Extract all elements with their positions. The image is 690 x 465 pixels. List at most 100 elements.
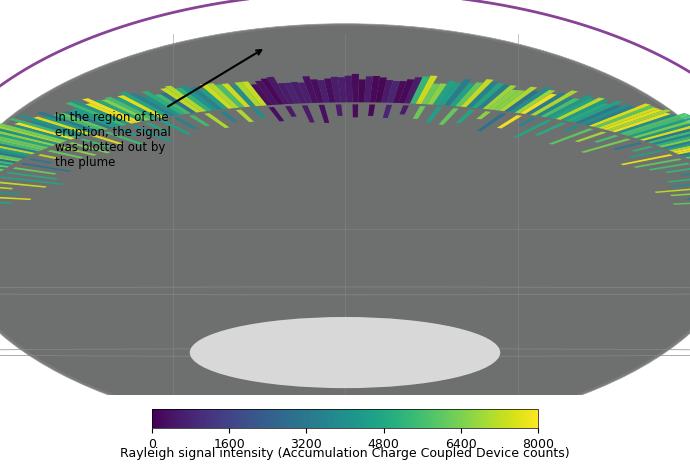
Polygon shape: [0, 161, 2, 173]
Polygon shape: [290, 82, 306, 103]
Polygon shape: [611, 113, 671, 132]
Polygon shape: [580, 104, 631, 125]
Polygon shape: [130, 125, 172, 142]
Polygon shape: [324, 79, 335, 103]
Polygon shape: [682, 141, 690, 157]
Polygon shape: [631, 146, 653, 152]
Polygon shape: [546, 95, 593, 118]
Polygon shape: [260, 79, 284, 105]
Polygon shape: [302, 105, 315, 123]
Polygon shape: [104, 97, 155, 120]
Polygon shape: [285, 106, 297, 117]
Polygon shape: [174, 117, 199, 129]
Polygon shape: [94, 100, 146, 122]
Polygon shape: [298, 82, 313, 103]
Polygon shape: [52, 114, 104, 131]
Polygon shape: [37, 112, 99, 132]
Polygon shape: [199, 89, 228, 109]
Polygon shape: [504, 91, 540, 112]
Polygon shape: [632, 118, 690, 138]
Polygon shape: [65, 102, 126, 126]
Polygon shape: [29, 159, 53, 164]
Polygon shape: [375, 77, 387, 103]
Polygon shape: [101, 99, 150, 121]
Polygon shape: [0, 125, 63, 143]
Polygon shape: [427, 83, 447, 105]
Polygon shape: [593, 135, 619, 143]
Polygon shape: [141, 91, 186, 115]
Polygon shape: [620, 113, 689, 134]
Polygon shape: [589, 103, 651, 126]
Polygon shape: [662, 134, 690, 149]
Ellipse shape: [0, 26, 690, 433]
Polygon shape: [410, 76, 430, 104]
Polygon shape: [0, 159, 7, 169]
Polygon shape: [688, 147, 690, 160]
Polygon shape: [461, 79, 493, 107]
Polygon shape: [398, 79, 414, 103]
Polygon shape: [0, 123, 67, 142]
Polygon shape: [236, 110, 254, 122]
Polygon shape: [345, 76, 353, 102]
Text: Rayleigh signal intensity (Accumulation Charge Coupled Device counts): Rayleigh signal intensity (Accumulation …: [120, 447, 570, 460]
Polygon shape: [0, 128, 56, 146]
Polygon shape: [130, 93, 175, 116]
Polygon shape: [0, 146, 20, 162]
Polygon shape: [584, 106, 636, 126]
Polygon shape: [0, 126, 59, 145]
Polygon shape: [370, 76, 380, 102]
Polygon shape: [671, 181, 690, 187]
Polygon shape: [252, 108, 266, 119]
Polygon shape: [14, 122, 75, 140]
Polygon shape: [513, 120, 552, 138]
Polygon shape: [404, 77, 422, 103]
Polygon shape: [563, 125, 580, 132]
Polygon shape: [368, 105, 375, 116]
Polygon shape: [455, 110, 475, 123]
Polygon shape: [570, 100, 623, 123]
Polygon shape: [426, 107, 442, 123]
Polygon shape: [143, 96, 181, 115]
Text: In the region of the
eruption, the signal
was blotted out by
the plume: In the region of the eruption, the signa…: [55, 50, 262, 169]
Polygon shape: [221, 83, 250, 107]
Polygon shape: [477, 85, 510, 109]
Polygon shape: [633, 159, 682, 168]
Polygon shape: [667, 176, 690, 183]
Polygon shape: [382, 80, 393, 103]
Polygon shape: [658, 131, 690, 147]
Polygon shape: [180, 86, 217, 111]
Polygon shape: [581, 139, 631, 153]
Polygon shape: [29, 121, 83, 137]
Polygon shape: [159, 120, 192, 135]
Polygon shape: [551, 98, 595, 119]
Polygon shape: [433, 81, 455, 105]
Polygon shape: [444, 79, 471, 106]
Polygon shape: [670, 191, 690, 196]
Polygon shape: [472, 83, 504, 108]
Polygon shape: [0, 143, 26, 159]
Polygon shape: [499, 86, 538, 111]
Polygon shape: [277, 83, 295, 104]
Polygon shape: [493, 90, 525, 111]
Polygon shape: [70, 100, 131, 125]
Polygon shape: [82, 98, 141, 123]
Polygon shape: [59, 113, 108, 130]
Polygon shape: [438, 83, 462, 106]
Polygon shape: [549, 128, 593, 145]
Ellipse shape: [0, 24, 690, 435]
Polygon shape: [387, 81, 400, 103]
Polygon shape: [687, 196, 690, 199]
Polygon shape: [38, 154, 58, 159]
Polygon shape: [449, 83, 475, 106]
Polygon shape: [0, 136, 39, 153]
Polygon shape: [0, 154, 9, 168]
Polygon shape: [644, 123, 690, 142]
Polygon shape: [72, 108, 122, 126]
Polygon shape: [535, 97, 574, 116]
Polygon shape: [0, 129, 52, 147]
Polygon shape: [0, 196, 31, 200]
Polygon shape: [575, 132, 607, 142]
Polygon shape: [317, 80, 329, 103]
Polygon shape: [48, 150, 83, 159]
Polygon shape: [18, 115, 87, 136]
